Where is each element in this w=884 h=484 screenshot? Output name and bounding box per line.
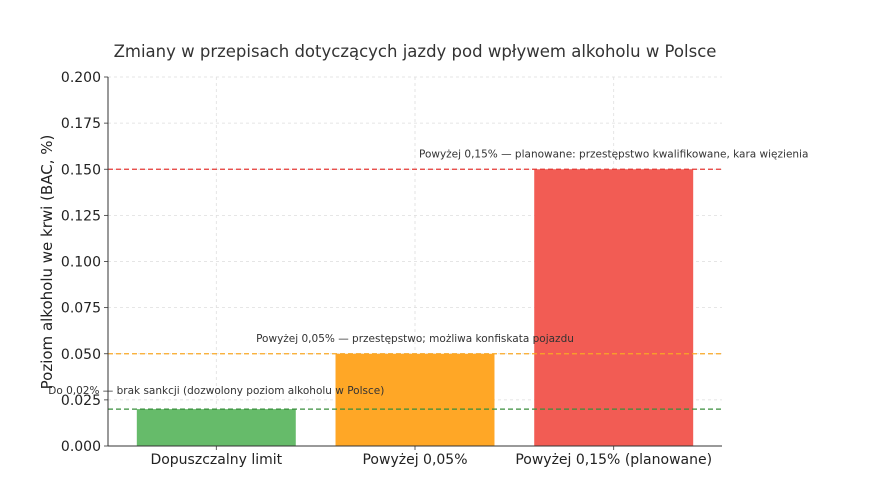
y-tick-label: 0.025 bbox=[61, 393, 101, 409]
y-tick-label: 0.100 bbox=[61, 255, 101, 271]
y-tick-label: 0.000 bbox=[61, 439, 101, 455]
y-tick-label: 0.200 bbox=[61, 70, 101, 86]
x-tick-label: Dopuszczalny limit bbox=[150, 452, 282, 468]
reference-line-label: Powyżej 0,05% — przestępstwo; możliwa ko… bbox=[256, 333, 574, 345]
x-tick-label: Powyżej 0,15% (planowane) bbox=[515, 452, 712, 468]
bar bbox=[335, 353, 495, 446]
reference-line-label: Do 0,02% — brak sankcji (dozwolony pozio… bbox=[48, 385, 384, 397]
y-tick-label: 0.150 bbox=[61, 162, 101, 178]
reference-line-label: Powyżej 0,15% — planowane: przestępstwo … bbox=[419, 148, 808, 160]
y-tick-label: 0.175 bbox=[61, 116, 101, 132]
bar bbox=[534, 169, 694, 446]
x-tick-label: Powyżej 0,05% bbox=[362, 452, 467, 468]
chart-title: Zmiany w przepisach dotyczących jazdy po… bbox=[114, 42, 717, 61]
y-tick-label: 0.050 bbox=[61, 347, 101, 363]
y-tick-label: 0.075 bbox=[61, 301, 101, 317]
y-axis-label: Poziom alkoholu we krwi (BAC, %) bbox=[38, 135, 56, 390]
bar bbox=[136, 409, 296, 446]
y-tick-label: 0.125 bbox=[61, 208, 101, 224]
